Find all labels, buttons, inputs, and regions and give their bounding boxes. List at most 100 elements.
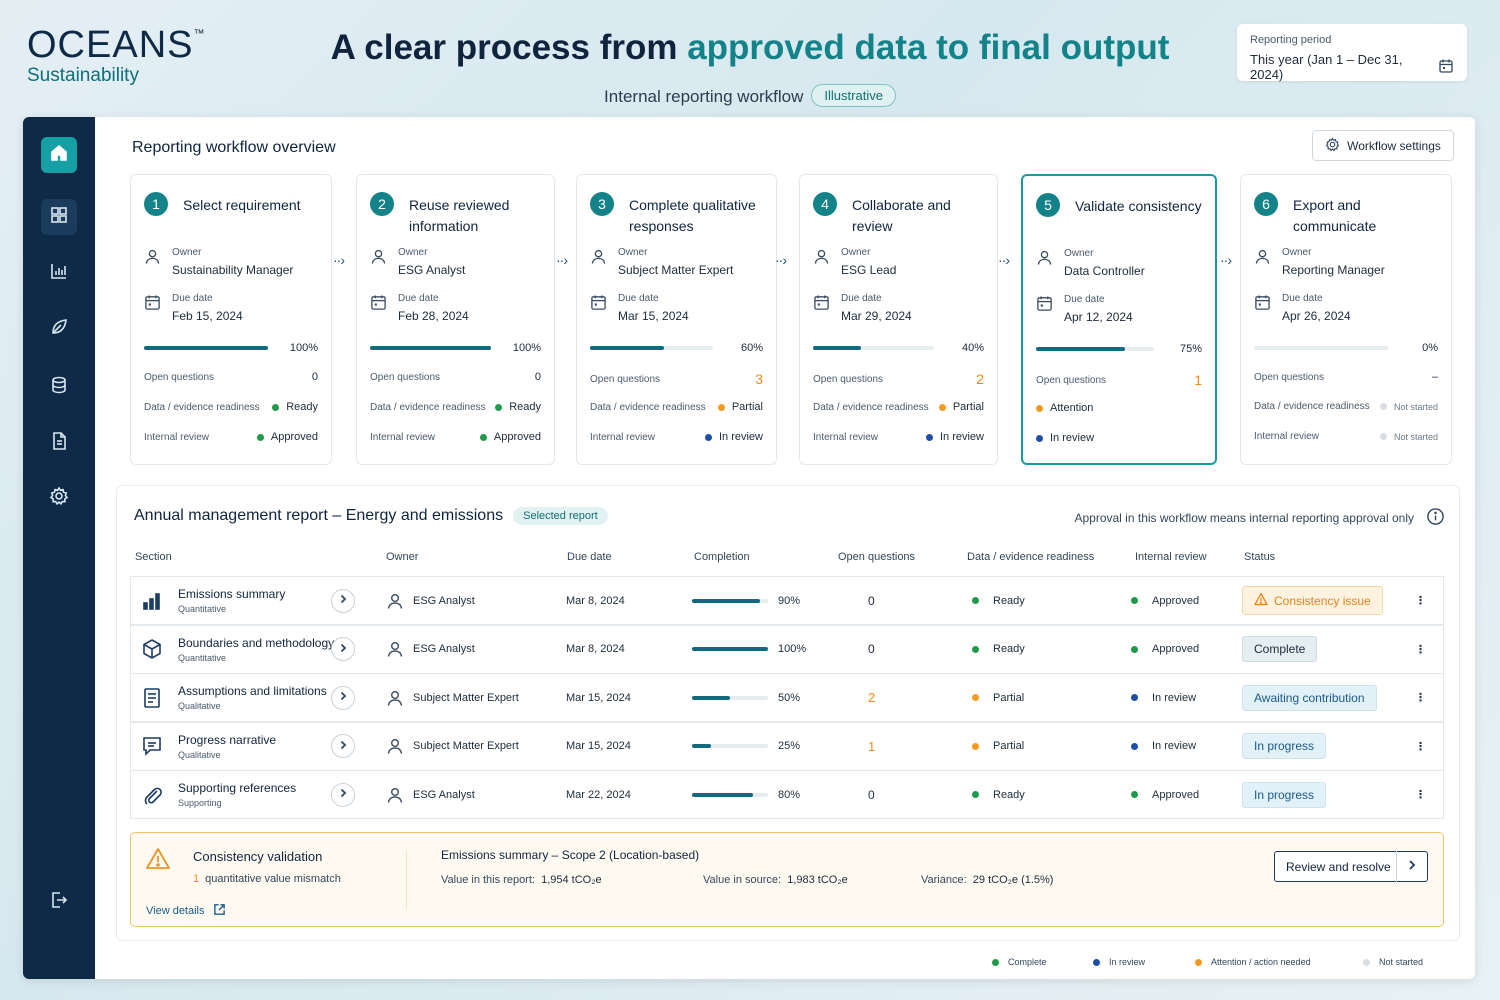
progress-percent: 40% bbox=[961, 342, 984, 354]
expand-row-button[interactable] bbox=[331, 588, 355, 613]
table-row[interactable]: Emissions summary Quantitative ESG Analy… bbox=[130, 576, 1444, 625]
more-options-icon[interactable]: ⋮ bbox=[1415, 740, 1426, 753]
due-value: Mar 29, 2024 bbox=[841, 309, 912, 323]
table-row[interactable]: Progress narrative Qualitative Subject M… bbox=[130, 721, 1444, 771]
readiness-status: Ready bbox=[972, 771, 1025, 818]
table-row[interactable]: Assumptions and limitations Qualitative … bbox=[130, 673, 1444, 722]
nav-logout[interactable] bbox=[41, 884, 77, 920]
chevron-right-icon bbox=[1397, 859, 1427, 874]
progress-bar bbox=[144, 346, 268, 350]
readiness-status: Partial bbox=[717, 401, 763, 413]
due-block: Due date Feb 28, 2024 bbox=[370, 293, 541, 323]
legend-item: Attention / action needed bbox=[1195, 957, 1311, 967]
reporting-period-picker[interactable]: Reporting period This year (Jan 1 – Dec … bbox=[1237, 24, 1467, 82]
nav-settings[interactable] bbox=[41, 480, 77, 516]
due-value: Mar 15, 2024 bbox=[566, 691, 631, 704]
col-owner: Owner bbox=[386, 551, 419, 563]
owner-value: Subject Matter Expert bbox=[413, 691, 519, 704]
due-block: Due date Apr 12, 2024 bbox=[1036, 294, 1202, 324]
progress-percent: 60% bbox=[740, 342, 763, 354]
completion-percent: 90% bbox=[778, 594, 801, 607]
table-row[interactable]: Boundaries and methodology Quantitative … bbox=[130, 624, 1444, 674]
view-details-link[interactable]: View details bbox=[146, 903, 226, 919]
nav-documents[interactable] bbox=[41, 425, 77, 461]
status-badge: In progress bbox=[1242, 733, 1327, 759]
open-questions-value: 3 bbox=[755, 371, 763, 387]
more-options-icon[interactable]: ⋮ bbox=[1415, 595, 1426, 607]
owner-block: Owner Subject Matter Expert bbox=[590, 247, 763, 277]
open-questions-row: Open questions 1 bbox=[1036, 372, 1202, 388]
progress-bar bbox=[813, 346, 934, 350]
step-card-2[interactable]: 2 Reuse reviewed information Owner ESG An… bbox=[356, 174, 555, 465]
nav-sustainability[interactable] bbox=[41, 311, 77, 347]
nav-dashboard[interactable] bbox=[41, 199, 77, 235]
section-name: Boundaries and methodology bbox=[178, 635, 335, 650]
more-options-icon[interactable]: ⋮ bbox=[1415, 643, 1426, 656]
period-label: Reporting period bbox=[1250, 34, 1332, 46]
user-icon bbox=[144, 247, 161, 277]
more-options-icon[interactable]: ⋮ bbox=[1415, 789, 1426, 801]
progress-row: 60% bbox=[590, 342, 763, 354]
owner-value: Subject Matter Expert bbox=[413, 740, 519, 752]
due-value: Mar 8, 2024 bbox=[566, 643, 625, 655]
completion-percent: 25% bbox=[778, 740, 801, 752]
workflow-settings-button[interactable]: Workflow settings bbox=[1312, 130, 1454, 161]
info-icon[interactable] bbox=[1426, 507, 1445, 529]
more-options-icon[interactable]: ⋮ bbox=[1415, 692, 1426, 704]
due-block: Due date Mar 15, 2024 bbox=[590, 293, 763, 323]
variance-value: Variance: 29 tCO₂e (1.5%) bbox=[921, 874, 1054, 886]
step-card-4[interactable]: 4 Collaborate and review Owner ESG Lead D… bbox=[799, 174, 998, 465]
open-questions-value: 0 bbox=[534, 371, 541, 383]
calendar-icon bbox=[1036, 294, 1053, 324]
review-row: Internal review Approved bbox=[370, 431, 541, 443]
progress-percent: 100% bbox=[512, 342, 541, 354]
open-questions-row: Open questions – bbox=[1254, 371, 1438, 383]
due-value: Mar 22, 2024 bbox=[566, 788, 631, 801]
step-card-1[interactable]: 1 Select requirement Owner Sustainability… bbox=[130, 174, 332, 465]
review-and-resolve-button[interactable]: Review and resolve bbox=[1274, 851, 1428, 882]
due-value: Feb 28, 2024 bbox=[398, 309, 469, 323]
external-link-icon bbox=[213, 903, 226, 919]
open-questions-value: – bbox=[1431, 371, 1438, 383]
user-icon bbox=[370, 247, 387, 277]
owner-value: ESG Analyst bbox=[413, 788, 475, 801]
warning-icon bbox=[1254, 592, 1268, 609]
nav-home[interactable] bbox=[41, 137, 77, 173]
nav-data[interactable] bbox=[41, 369, 77, 405]
cube-icon bbox=[141, 626, 163, 673]
col-readiness: Data / evidence readiness bbox=[967, 551, 1095, 563]
warning-icon bbox=[145, 846, 171, 877]
step-number: 3 bbox=[590, 192, 614, 216]
step-number: 2 bbox=[370, 192, 394, 216]
review-status: Not started bbox=[1379, 432, 1438, 442]
expand-row-button[interactable] bbox=[331, 782, 355, 807]
gear-icon bbox=[1325, 136, 1340, 155]
owner-value: Sustainability Manager bbox=[172, 263, 294, 277]
expand-row-button[interactable] bbox=[331, 685, 355, 710]
owner-value: ESG Analyst bbox=[413, 594, 475, 607]
owner-block: Owner Sustainability Manager bbox=[144, 247, 318, 277]
expand-row-button[interactable] bbox=[331, 637, 355, 661]
calendar-icon[interactable] bbox=[1438, 58, 1454, 77]
chevron-right-icon bbox=[338, 740, 348, 753]
main-content: Reporting workflow overview Workflow set… bbox=[95, 117, 1475, 979]
status-badge: In progress bbox=[1242, 781, 1327, 808]
user-icon bbox=[386, 771, 404, 818]
consistency-validation-panel: Consistency validation 1 quantitative val… bbox=[130, 832, 1444, 927]
readiness-row: Data / evidence readiness Not started bbox=[1254, 401, 1438, 412]
status-badge: Awaiting contribution bbox=[1242, 684, 1377, 711]
calendar-icon bbox=[590, 293, 607, 323]
completion-cell: 100% bbox=[692, 626, 806, 673]
step-card-6[interactable]: 6 Export and communicate Owner Reporting … bbox=[1240, 174, 1452, 465]
step-card-3[interactable]: 3 Complete qualitative responses Owner Su… bbox=[576, 174, 777, 465]
approval-note: Approval in this workflow means internal… bbox=[1074, 507, 1445, 529]
table-row[interactable]: Supporting references Supporting ESG Ana… bbox=[130, 770, 1444, 819]
col-open-questions: Open questions bbox=[838, 551, 916, 563]
nav-analytics[interactable] bbox=[41, 255, 77, 291]
expand-row-button[interactable] bbox=[331, 734, 355, 758]
due-block: Due date Mar 29, 2024 bbox=[813, 293, 984, 323]
brand-name: OCEANS™ bbox=[27, 24, 206, 66]
step-card-5[interactable]: 5 Validate consistency Owner Data Control… bbox=[1021, 174, 1217, 465]
due-value: Feb 15, 2024 bbox=[172, 309, 243, 323]
open-questions-value: 1 bbox=[1194, 372, 1202, 388]
